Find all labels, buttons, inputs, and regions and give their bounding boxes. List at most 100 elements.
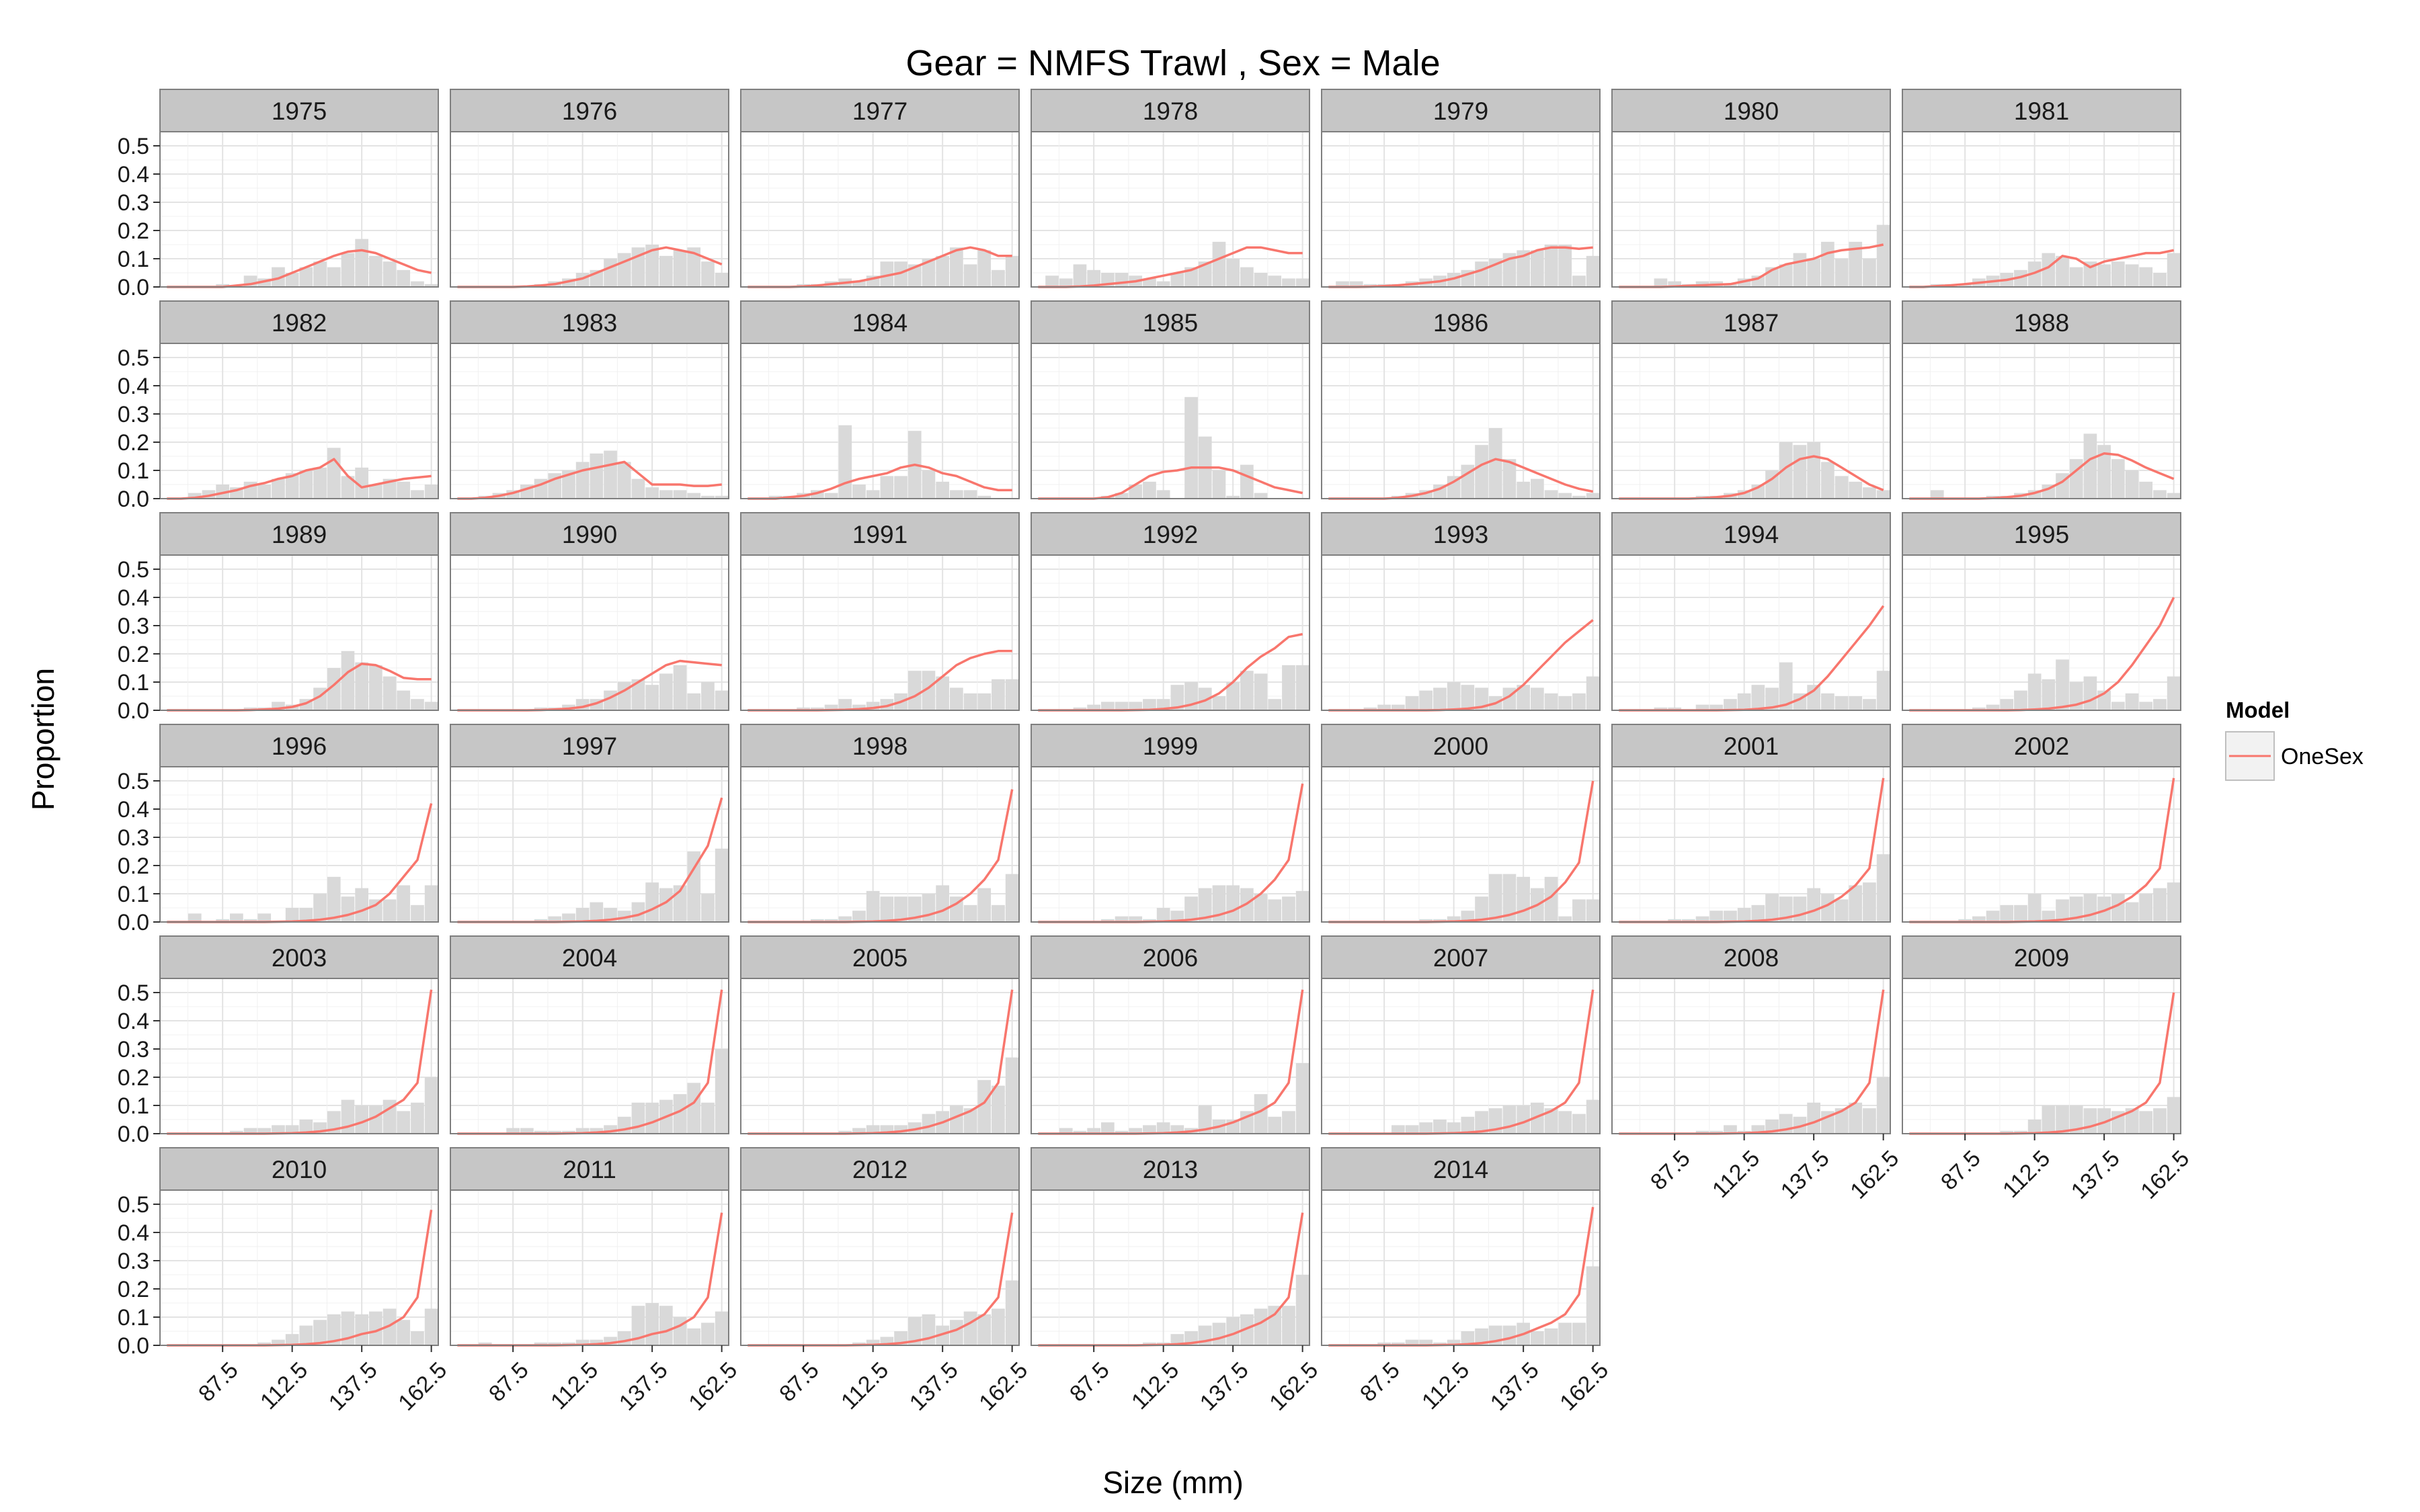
bar	[1212, 1322, 1226, 1345]
bar	[1517, 1105, 1530, 1134]
bar	[1821, 693, 1834, 710]
bar	[1045, 276, 1059, 287]
bar	[1268, 1116, 1282, 1134]
y-tick-label: 0.3	[118, 402, 149, 427]
facet-2008: 2008 87.5 112.5 137.5 162.5	[1611, 935, 1904, 1204]
bar	[1447, 1122, 1461, 1134]
bar	[936, 1325, 949, 1345]
bar	[1475, 261, 1488, 287]
bar	[977, 888, 992, 922]
bar	[1349, 281, 1363, 287]
facet-2003: 2003 0.0 0.10.2 0.3 0.4 0.5	[118, 935, 439, 1147]
bar	[2083, 676, 2097, 710]
bar	[1212, 470, 1226, 499]
bar	[534, 1130, 548, 1134]
bar	[1184, 267, 1198, 287]
panel-background	[741, 343, 1019, 499]
bar	[922, 1314, 936, 1345]
bar	[604, 259, 617, 287]
facet-strip-label: 2014	[1433, 1156, 1488, 1183]
bar	[299, 1120, 313, 1134]
facet-strip-label: 2004	[562, 944, 617, 972]
bar	[2153, 490, 2167, 499]
facet-1990: 1990	[450, 512, 729, 712]
facet-1978: 1978	[1031, 89, 1310, 288]
bar	[257, 485, 272, 499]
bar	[659, 888, 673, 922]
bar	[2125, 693, 2139, 710]
bar	[327, 448, 341, 499]
bar	[272, 267, 285, 287]
bar	[1143, 481, 1156, 499]
bar	[936, 676, 949, 710]
bar	[631, 1306, 645, 1345]
bar	[1654, 707, 1668, 710]
bar	[506, 1128, 520, 1134]
bar	[188, 913, 202, 922]
bar	[824, 493, 838, 499]
x-tick-label: 112.5	[836, 1357, 893, 1415]
y-tick-label: 0.5	[118, 345, 149, 371]
bar	[1821, 241, 1834, 287]
x-tick-label: 162.5	[1264, 1357, 1323, 1416]
bar	[1295, 1063, 1309, 1134]
facet-1992: 1992	[1031, 512, 1310, 712]
bar	[230, 913, 243, 922]
bar	[257, 1342, 272, 1345]
bar	[2069, 1105, 2083, 1134]
legend-title: Model	[2226, 698, 2290, 722]
panel-border	[450, 1189, 729, 1346]
bar	[1544, 1108, 1558, 1134]
facet-strip-label: 1990	[562, 521, 617, 548]
bar	[2000, 905, 2014, 922]
bar	[188, 493, 202, 499]
y-axis-title: Proportion	[26, 668, 61, 810]
panel-border	[740, 978, 1020, 1134]
y-tick-label: 0.1	[118, 670, 149, 696]
panel-border	[1611, 766, 1891, 923]
series-line-onesex	[167, 458, 432, 500]
bar	[838, 1130, 852, 1134]
bar	[2111, 702, 2125, 710]
bar	[617, 1331, 631, 1345]
facet-strip	[1031, 512, 1310, 556]
bar	[355, 1105, 368, 1134]
bar	[2153, 1108, 2167, 1134]
bar	[1863, 1108, 1876, 1134]
panel-background	[1031, 343, 1309, 499]
bar	[1295, 665, 1309, 710]
bar	[216, 485, 229, 499]
bar	[1807, 685, 1820, 710]
bar	[894, 476, 908, 499]
bar	[2167, 1097, 2181, 1134]
facet-1995: 1995	[1902, 512, 2181, 712]
bar	[548, 1342, 562, 1345]
bar	[369, 1105, 382, 1134]
series-line-onesex	[1038, 246, 1303, 288]
bar	[715, 1049, 729, 1134]
bar	[631, 1102, 645, 1134]
bar	[852, 911, 866, 922]
facet-strip-label: 2012	[852, 1156, 908, 1183]
bar	[1254, 493, 1268, 499]
facet-strip-label: 2011	[563, 1156, 616, 1183]
bar	[590, 902, 604, 922]
bar	[1254, 273, 1268, 287]
panel-background	[741, 978, 1019, 1134]
facet-1988: 1988	[1902, 300, 2181, 500]
bar	[1517, 685, 1530, 710]
bar	[1143, 1125, 1156, 1134]
bar	[1572, 276, 1586, 287]
y-tick-label: 0.4	[118, 1009, 149, 1034]
panel-border	[1031, 131, 1310, 288]
bar	[1433, 687, 1447, 710]
facet-2004: 2004	[450, 935, 729, 1135]
bar	[977, 693, 992, 710]
bar	[977, 250, 992, 287]
facet-strip-label: 2007	[1433, 944, 1488, 972]
x-tick-label: 112.5	[1707, 1146, 1765, 1203]
bar	[1336, 281, 1349, 287]
bar	[2027, 894, 2042, 922]
bar	[2125, 470, 2139, 499]
bar	[355, 467, 368, 499]
